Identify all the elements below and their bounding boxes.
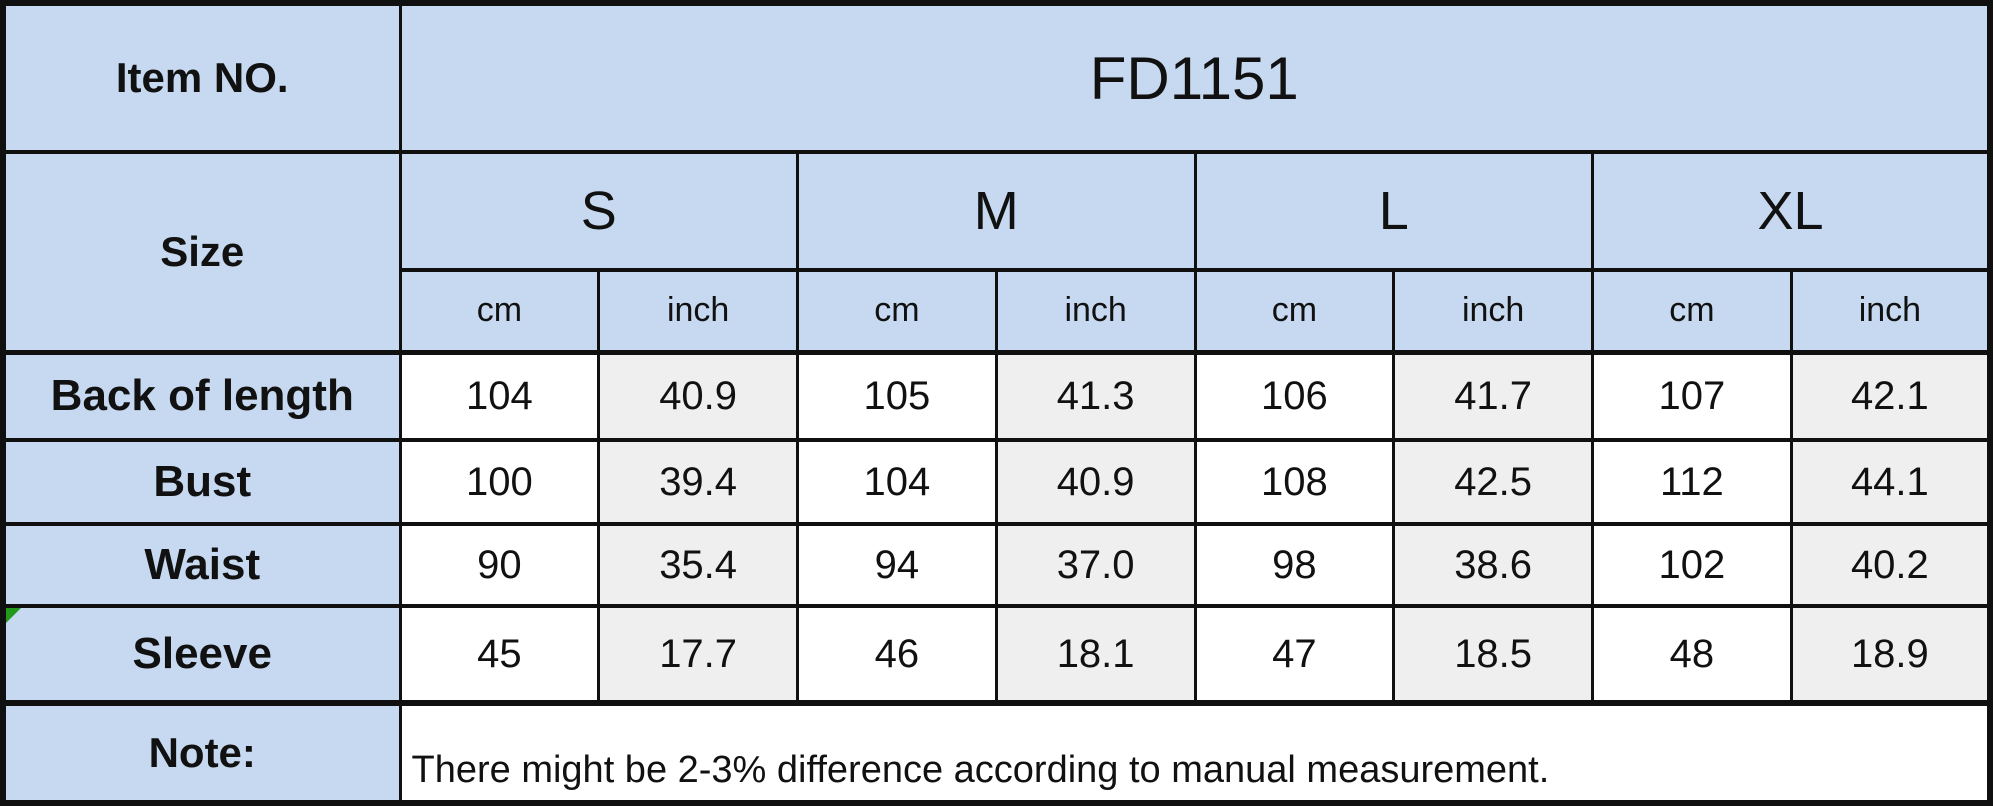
measurement-row-back-of-length: Back of length 104 40.9 105 41.3 106 41.… — [1, 349, 1992, 442]
measurement-cell: 39.4 — [597, 438, 799, 526]
measurement-cell: 105 — [796, 349, 998, 442]
measurement-row-bust: Bust 100 39.4 104 40.9 108 42.5 112 44.1 — [1, 438, 1992, 526]
unit-header-cell: inch — [1392, 268, 1594, 354]
unit-header-cell: cm — [1193, 268, 1396, 354]
size-col-s: S — [398, 150, 799, 272]
unit-header-cell: cm — [1591, 268, 1793, 354]
measurement-cell: 90 — [398, 522, 601, 608]
measurement-cell: 18.5 — [1392, 604, 1594, 705]
measurement-cell: 112 — [1591, 438, 1793, 526]
size-col-l: L — [1193, 150, 1594, 272]
note-label: Note: — [1, 700, 402, 805]
measurement-cell: 104 — [796, 438, 998, 526]
item-row: Item NO. FD1151 — [1, 1, 1992, 154]
measurement-cell: 107 — [1591, 349, 1793, 442]
measurement-cell: 40.9 — [597, 349, 799, 442]
row-label-back-of-length: Back of length — [1, 349, 402, 442]
measurement-cell: 45 — [398, 604, 601, 705]
measurement-cell: 38.6 — [1392, 522, 1594, 608]
measurement-row-sleeve: Sleeve 45 17.7 46 18.1 47 18.5 48 18.9 — [1, 604, 1992, 705]
measurement-cell: 18.1 — [994, 604, 1197, 705]
note-row: Note: There might be 2-3% difference acc… — [1, 700, 1992, 805]
size-header-row: Size S M L XL — [1, 150, 1992, 354]
measurement-cell: 40.9 — [994, 438, 1197, 526]
measurement-cell: 108 — [1193, 438, 1396, 526]
row-label-text: Sleeve — [132, 629, 272, 678]
measurement-cell: 18.9 — [1789, 604, 1992, 705]
measurement-cell: 35.4 — [597, 522, 799, 608]
measurement-row-waist: Waist 90 35.4 94 37.0 98 38.6 102 40.2 — [1, 522, 1992, 608]
measurement-cell: 104 — [398, 349, 601, 442]
unit-header-cell: cm — [796, 268, 998, 354]
measurement-cell: 42.5 — [1392, 438, 1594, 526]
measurement-cell: 40.2 — [1789, 522, 1992, 608]
measurement-cell: 98 — [1193, 522, 1396, 608]
unit-header-cell: inch — [1789, 268, 1992, 354]
measurement-cell: 94 — [796, 522, 998, 608]
size-col-m: M — [796, 150, 1197, 272]
error-indicator-icon — [6, 608, 21, 623]
measurement-cell: 100 — [398, 438, 601, 526]
measurement-cell: 48 — [1591, 604, 1793, 705]
row-label-sleeve: Sleeve — [1, 604, 402, 705]
unit-header-cell: inch — [994, 268, 1197, 354]
measurement-cell: 42.1 — [1789, 349, 1992, 442]
row-label-bust: Bust — [1, 438, 402, 526]
unit-header-cell: inch — [597, 268, 799, 354]
measurement-cell: 44.1 — [1789, 438, 1992, 526]
measurement-cell: 106 — [1193, 349, 1396, 442]
size-label: Size — [1, 150, 402, 354]
item-no-value: FD1151 — [398, 1, 1992, 154]
measurement-cell: 46 — [796, 604, 998, 705]
measurement-cell: 41.7 — [1392, 349, 1594, 442]
measurement-cell: 41.3 — [994, 349, 1197, 442]
measurement-cell: 37.0 — [994, 522, 1197, 608]
measurement-cell: 47 — [1193, 604, 1396, 705]
unit-header-cell: cm — [398, 268, 601, 354]
item-no-label: Item NO. — [1, 1, 402, 154]
size-col-xl: XL — [1591, 150, 1992, 272]
note-text: There might be 2-3% difference according… — [398, 700, 1992, 805]
unit-header-row: cm inch cm inch cm inch cm inch — [3, 268, 1992, 354]
row-label-waist: Waist — [1, 522, 402, 608]
measurement-cell: 17.7 — [597, 604, 799, 705]
measurement-cell: 102 — [1591, 522, 1793, 608]
